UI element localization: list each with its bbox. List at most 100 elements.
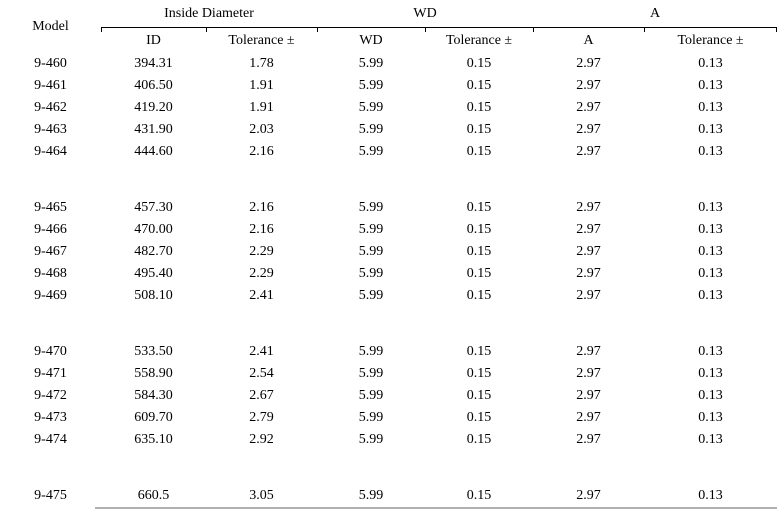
value-cell: 2.03 [249, 122, 274, 137]
value-cell: 2.29 [249, 266, 274, 281]
value-cell: 0.15 [466, 56, 492, 71]
value-cell: 0.13 [698, 344, 723, 359]
value-cell: 2.97 [576, 200, 601, 215]
col-header-wd-tolerance: Tolerance ± [425, 28, 533, 53]
table-row: 9-469 508.10 2.41 5.99 0.15 2.97 0.13 [0, 285, 777, 307]
table-row: 9-474 635.10 2.92 5.99 0.15 2.97 0.13 [0, 429, 777, 451]
value-cell: 2.97 [576, 244, 601, 259]
value-cell: 558.90 [134, 366, 173, 381]
value-cell: 2.97 [576, 432, 601, 447]
value-cell: 0.15 [466, 266, 492, 281]
model-cell: 9-460 [34, 56, 67, 71]
value-cell: 0.13 [698, 288, 723, 303]
col-header-a: A [533, 28, 644, 53]
value-cell: 0.13 [698, 366, 723, 381]
value-cell: 1.91 [249, 100, 274, 115]
table-row: 9-466 470.00 2.16 5.99 0.15 2.97 0.13 [0, 219, 777, 241]
value-cell: 5.99 [358, 432, 384, 447]
value-cell: 2.29 [249, 244, 274, 259]
value-cell: 406.50 [134, 78, 173, 93]
value-cell: 0.15 [466, 222, 492, 237]
table-row: 9-463 431.90 2.03 5.99 0.15 2.97 0.13 [0, 119, 777, 141]
value-cell: 3.05 [249, 488, 274, 503]
value-cell: 0.13 [698, 100, 723, 115]
value-cell: 0.13 [698, 266, 723, 281]
table-row: 9-467 482.70 2.29 5.99 0.15 2.97 0.13 [0, 241, 777, 263]
col-header-a-tolerance: Tolerance ± [644, 28, 778, 53]
model-cell: 9-467 [34, 244, 67, 259]
value-cell: 0.15 [466, 78, 492, 93]
model-cell: 9-468 [34, 266, 67, 281]
model-cell: 9-463 [34, 122, 67, 137]
model-cell: 9-471 [34, 366, 67, 381]
value-cell: 0.13 [698, 78, 723, 93]
value-cell: 2.16 [249, 144, 274, 159]
spacer-cell [0, 307, 777, 341]
model-cell: 9-461 [34, 78, 67, 93]
value-cell: 2.41 [249, 288, 274, 303]
value-cell: 0.13 [698, 488, 723, 503]
value-cell: 2.97 [576, 488, 601, 503]
value-cell: 2.97 [576, 266, 601, 281]
table-body: 9-460 394.31 1.78 5.99 0.15 2.97 0.13 9-461 406.… [0, 53, 777, 507]
value-cell: 5.99 [358, 222, 384, 237]
table-row: 9-470 533.50 2.41 5.99 0.15 2.97 0.13 [0, 341, 777, 363]
value-cell: 2.97 [576, 144, 601, 159]
value-cell: 5.99 [358, 144, 384, 159]
value-cell: 5.99 [358, 200, 384, 215]
table-row: 9-468 495.40 2.29 5.99 0.15 2.97 0.13 [0, 263, 777, 285]
value-cell: 2.16 [249, 222, 274, 237]
model-cell: 9-465 [34, 200, 67, 215]
value-cell: 0.13 [698, 56, 723, 71]
model-column-header: Model [32, 18, 69, 34]
spacer-cell [0, 163, 777, 197]
value-cell: 2.97 [576, 100, 601, 115]
value-cell: 2.97 [576, 122, 601, 137]
value-cell: 0.15 [466, 200, 492, 215]
value-cell: 2.97 [576, 288, 601, 303]
value-cell: 2.67 [249, 388, 274, 403]
group-header-inside-diameter: Inside Diameter [101, 0, 318, 28]
value-cell: 0.13 [698, 388, 723, 403]
value-cell: 0.15 [466, 288, 492, 303]
value-cell: 482.70 [134, 244, 173, 259]
value-cell: 2.97 [576, 56, 601, 71]
value-cell: 584.30 [134, 388, 173, 403]
table-row: 9-465 457.30 2.16 5.99 0.15 2.97 0.13 [0, 197, 777, 219]
value-cell: 0.13 [698, 144, 723, 159]
value-cell: 609.70 [134, 410, 173, 425]
value-cell: 5.99 [358, 122, 384, 137]
value-cell: 5.99 [358, 244, 384, 259]
value-cell: 2.79 [249, 410, 274, 425]
value-cell: 1.78 [249, 56, 274, 71]
value-cell: 5.99 [358, 488, 384, 503]
value-cell: 470.00 [134, 222, 173, 237]
value-cell: 5.99 [358, 266, 384, 281]
col-header-id-tolerance: Tolerance ± [206, 28, 317, 53]
table-row: 9-473 609.70 2.79 5.99 0.15 2.97 0.13 [0, 407, 777, 429]
value-cell: 457.30 [134, 200, 173, 215]
table-row: 9-462 419.20 1.91 5.99 0.15 2.97 0.13 [0, 97, 777, 119]
value-cell: 1.91 [249, 78, 274, 93]
spec-table: Model Inside Diameter WD A ID Tolerance … [0, 0, 778, 507]
value-cell: 2.54 [249, 366, 274, 381]
value-cell: 0.13 [698, 410, 723, 425]
value-cell: 2.16 [249, 200, 274, 215]
value-cell: 5.99 [358, 388, 384, 403]
value-cell: 0.15 [466, 122, 492, 137]
model-cell: 9-472 [34, 388, 67, 403]
group-header-wd: WD [317, 0, 534, 28]
value-cell: 5.99 [358, 78, 384, 93]
value-cell: 0.13 [698, 244, 723, 259]
model-cell: 9-474 [34, 432, 67, 447]
value-cell: 5.99 [358, 100, 384, 115]
spacer-cell [0, 451, 777, 485]
table-row: 9-460 394.31 1.78 5.99 0.15 2.97 0.13 [0, 53, 777, 75]
value-cell: 2.92 [249, 432, 274, 447]
value-cell: 0.15 [466, 432, 492, 447]
value-cell: 0.15 [466, 244, 492, 259]
model-cell: 9-464 [34, 144, 67, 159]
value-cell: 0.15 [466, 388, 492, 403]
group-header-row: Model Inside Diameter WD A [0, 0, 778, 33]
value-cell: 635.10 [134, 432, 173, 447]
